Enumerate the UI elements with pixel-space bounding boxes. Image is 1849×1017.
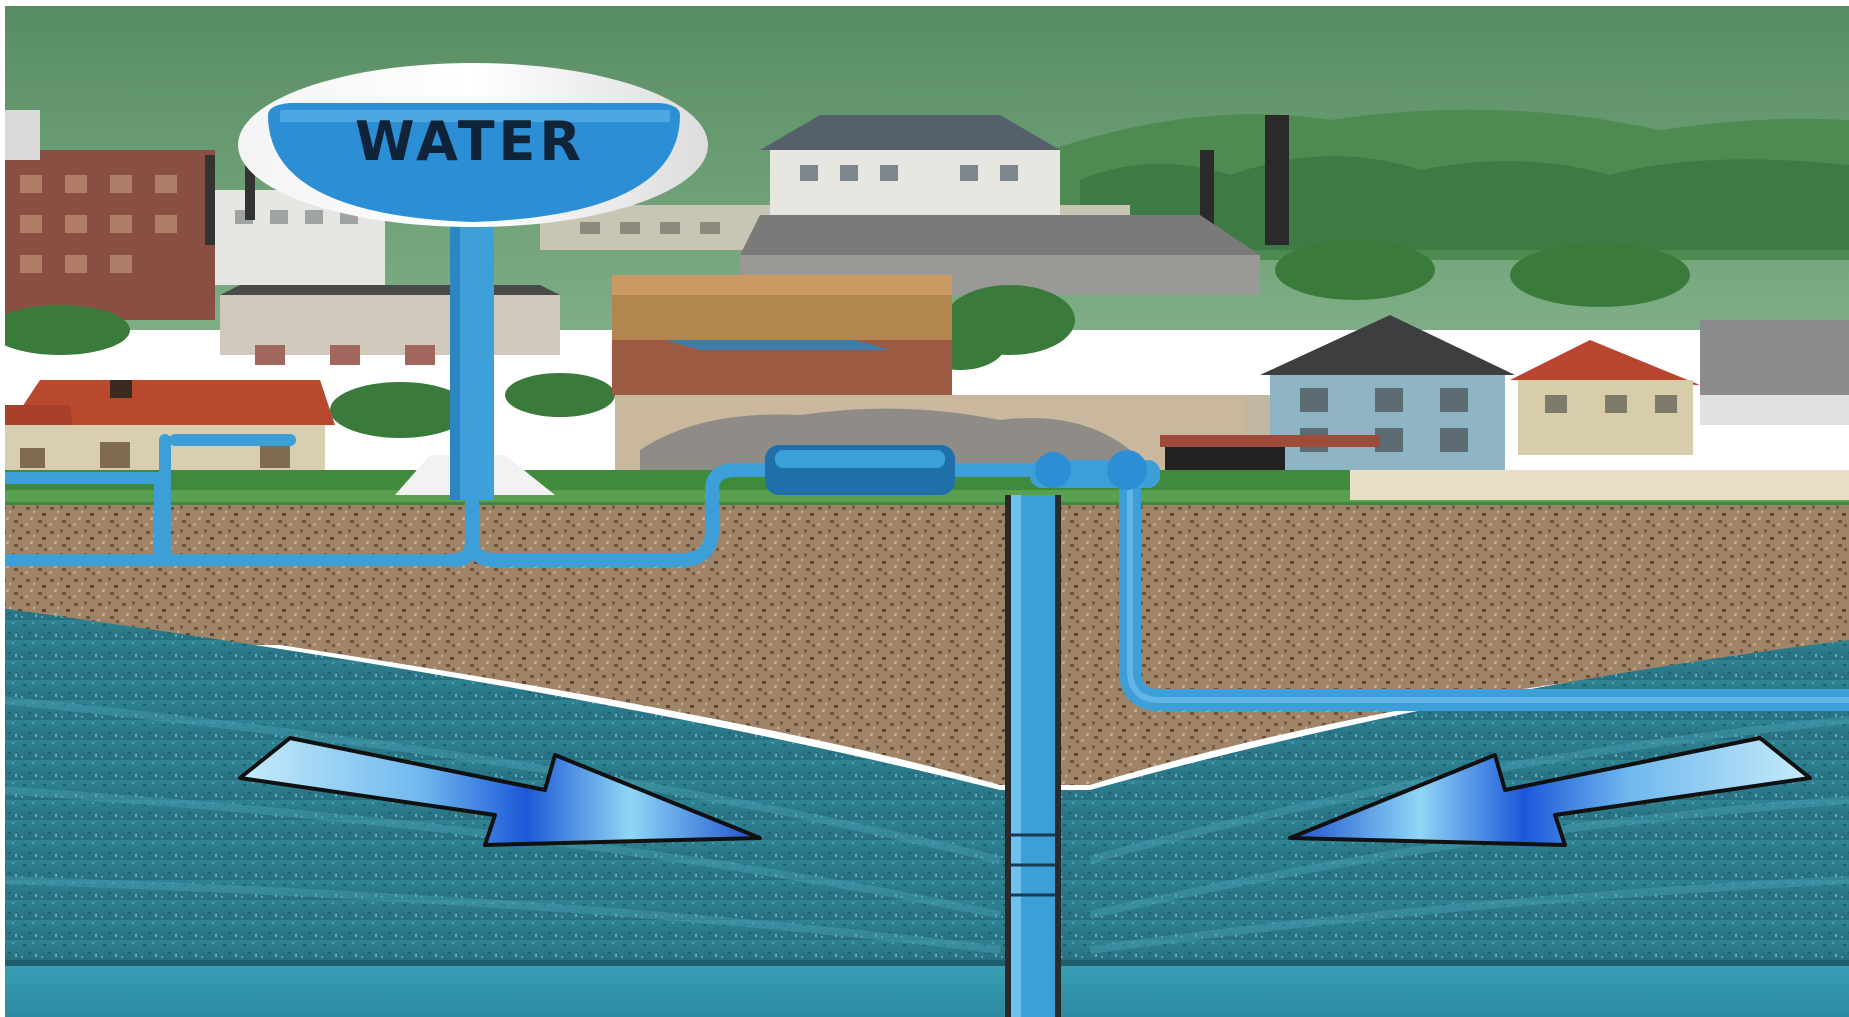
- pipe-network: [0, 434, 1849, 711]
- water-tower: WATER: [238, 63, 708, 500]
- trees: [0, 240, 1690, 438]
- soil-cone: [0, 605, 1849, 785]
- pump-station: [765, 445, 1160, 495]
- deep-water-layer: [0, 960, 1849, 1017]
- right-red-roof-house: [1510, 320, 1849, 455]
- soil-layer: [0, 505, 1849, 645]
- water-tower-label: WATER: [355, 110, 585, 173]
- aquifer-layer: [0, 608, 1849, 965]
- left-flow-arrow: [238, 736, 762, 847]
- right-flow-arrow: [1288, 736, 1812, 847]
- well-casing: [1005, 495, 1061, 1017]
